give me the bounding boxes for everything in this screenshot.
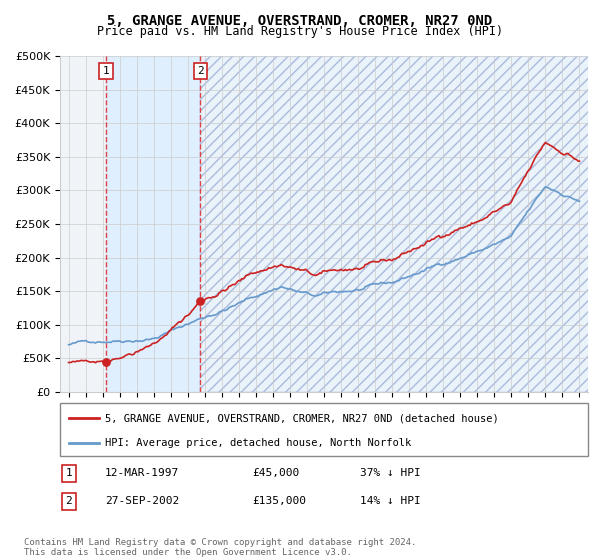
Text: 37% ↓ HPI: 37% ↓ HPI [360,468,421,478]
Text: Contains HM Land Registry data © Crown copyright and database right 2024.
This d: Contains HM Land Registry data © Crown c… [24,538,416,557]
Text: 27-SEP-2002: 27-SEP-2002 [105,496,179,506]
Text: 12-MAR-1997: 12-MAR-1997 [105,468,179,478]
Text: £45,000: £45,000 [252,468,299,478]
Text: 1: 1 [65,468,73,478]
Bar [200,56,596,392]
Text: HPI: Average price, detached house, North Norfolk: HPI: Average price, detached house, Nort… [105,438,411,448]
Text: Price paid vs. HM Land Registry's House Price Index (HPI): Price paid vs. HM Land Registry's House … [97,25,503,38]
Text: 5, GRANGE AVENUE, OVERSTRAND, CROMER, NR27 0ND (detached house): 5, GRANGE AVENUE, OVERSTRAND, CROMER, NR… [105,413,499,423]
Text: £135,000: £135,000 [252,496,306,506]
Point [101,357,110,366]
Text: 2: 2 [65,496,73,506]
Point [196,297,205,306]
Bar [106,56,200,392]
Text: 14% ↓ HPI: 14% ↓ HPI [360,496,421,506]
Text: 5, GRANGE AVENUE, OVERSTRAND, CROMER, NR27 0ND: 5, GRANGE AVENUE, OVERSTRAND, CROMER, NR… [107,14,493,28]
Text: 2: 2 [197,66,204,76]
Text: 1: 1 [103,66,109,76]
Bar [200,56,596,392]
